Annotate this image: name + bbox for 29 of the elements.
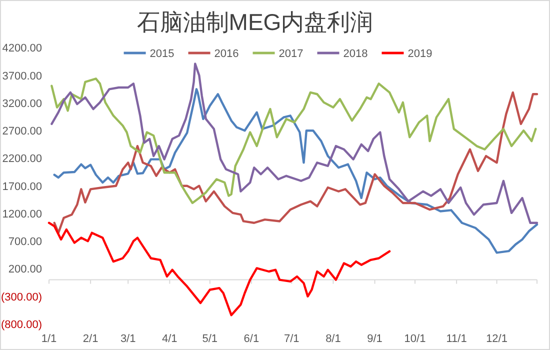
y-tick-label: 3200.00 (2, 98, 42, 110)
title: 石脑油制MEG内盘利润 (136, 9, 374, 35)
x-tick-label: 11/1 (446, 333, 467, 345)
y-tick-label: 4200.00 (2, 42, 42, 55)
y-tick-label: 2700.00 (2, 126, 42, 138)
y-tick-label: 200.00 (8, 264, 42, 276)
y-tick-label: 1700.00 (2, 180, 42, 193)
legend-label: 2019 (408, 48, 432, 60)
x-tick-label: 1/1 (41, 333, 57, 345)
y-tick-label: 2200.00 (2, 153, 42, 166)
x-tick-label: 10/1 (404, 333, 426, 345)
x-tick-label: 9/1 (367, 333, 382, 345)
x-tick-label: 2/1 (82, 333, 98, 345)
y-tick-label: 700.00 (8, 236, 42, 248)
y-tick-label: (300.00) (1, 291, 42, 304)
legend-label: 2016 (214, 48, 239, 60)
legend-label: 2015 (150, 48, 174, 60)
x-tick-label: 5/1 (202, 333, 218, 345)
x-tick-label: 6/1 (244, 333, 260, 345)
x-tick-label: 12/1 (486, 333, 508, 345)
legend-label: 2017 (278, 48, 304, 60)
y-tick-label: 1200.00 (2, 208, 42, 220)
x-tick-label: 3/1 (120, 333, 136, 345)
y-tick-label: 3700.00 (2, 70, 42, 82)
legend-label: 2018 (343, 48, 368, 60)
x-tick-label: 8/1 (326, 333, 341, 345)
x-tick-label: 7/1 (284, 333, 300, 345)
y-tick-label: (800.00) (1, 319, 42, 331)
x-tick-label: 4/1 (162, 333, 178, 345)
